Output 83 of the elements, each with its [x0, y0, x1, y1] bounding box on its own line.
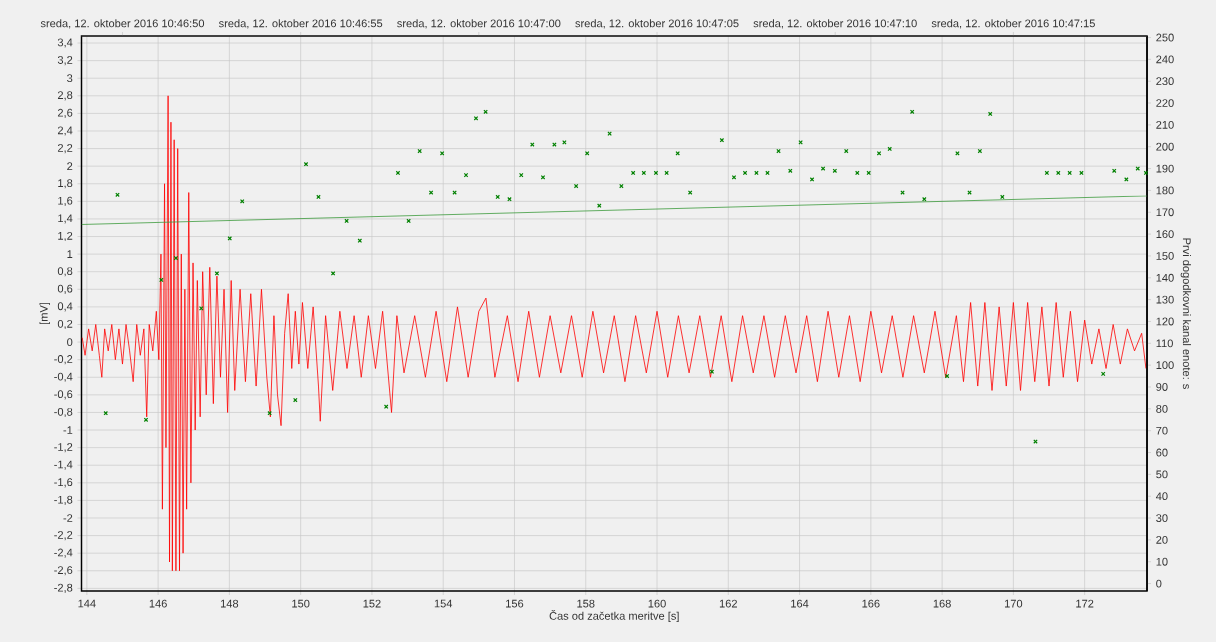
x-tick-label: 150 — [292, 599, 310, 608]
y-tick-label: 3,4 — [57, 38, 73, 48]
y2-tick-label: 200 — [1156, 142, 1174, 151]
y2-tick-label: 130 — [1156, 295, 1174, 304]
x-tick-label: 168 — [933, 599, 951, 608]
y-tick-label: -0,6 — [54, 390, 73, 400]
y2-tick-label: 190 — [1156, 164, 1174, 173]
x-tick-label: 164 — [791, 599, 809, 608]
y2-tick-label: 110 — [1156, 339, 1173, 348]
y2-tick-label: 40 — [1155, 492, 1168, 501]
x-tick-label: 144 — [78, 599, 96, 608]
y-tick-label: 0 — [67, 338, 73, 346]
y2-tick-label: 100 — [1156, 361, 1174, 370]
y-tick-label: -2,8 — [54, 583, 73, 593]
x-tick-label: 154 — [434, 599, 453, 608]
y2-tick-label: 70 — [1156, 426, 1168, 435]
y-tick-label: -2,2 — [54, 531, 73, 541]
y-tick-label: 0,6 — [57, 284, 73, 294]
x-tick-label: 156 — [506, 599, 524, 608]
y-tick-label: -1,8 — [54, 495, 73, 505]
x-tick-label: 166 — [862, 599, 880, 608]
y-tick-label: 1,6 — [58, 196, 73, 206]
x2-tick-label: sreda, 12. oktober 2016 10:46:50 — [40, 19, 205, 29]
y2-tick-label: 160 — [1156, 230, 1174, 239]
y-tick-label: 2,6 — [57, 108, 73, 118]
x-tick-label: 172 — [1076, 599, 1094, 608]
y-tick-label: -1,6 — [54, 478, 73, 488]
y2-tick-label: 80 — [1156, 404, 1168, 413]
y-tick-label: 1,4 — [58, 214, 73, 224]
x-tick-label: 158 — [577, 599, 595, 608]
x2-tick-label: sreda, 12. oktober 2016 10:46:55 — [218, 19, 383, 29]
y2-tick-label: 140 — [1156, 273, 1174, 282]
y-tick-label: -0,2 — [54, 355, 73, 365]
x-tick-label: 146 — [149, 599, 167, 608]
x-axis-title: Čas od začetka meritve [s] — [549, 610, 679, 623]
y2-tick-label: 50 — [1156, 470, 1168, 479]
x-tick-label: 152 — [363, 599, 381, 608]
y2-tick-label: 120 — [1156, 317, 1174, 326]
y-tick-label: 2,4 — [57, 126, 73, 136]
y-tick-label: -2 — [63, 514, 73, 522]
y2-tick-label: 90 — [1156, 383, 1168, 391]
y-tick-label: 0,4 — [57, 302, 73, 312]
y2-tick-label: 170 — [1156, 208, 1174, 217]
y2-tick-label: 220 — [1156, 99, 1174, 107]
y2-tick-label: 60 — [1156, 448, 1168, 457]
y-tick-label: 2 — [67, 162, 73, 171]
y2-axis-title: Prvi dogodkovni kanal enote: s — [1180, 238, 1191, 389]
y-tick-label: -1,4 — [54, 460, 73, 470]
line-series — [81, 95, 1147, 572]
y-tick-label: -2,4 — [54, 548, 73, 558]
y-tick-label: 2,2 — [57, 144, 73, 154]
x-tick-label: 170 — [1004, 599, 1023, 608]
y2-tick-label: 0 — [1156, 579, 1162, 588]
y-tick-label: 1,2 — [58, 231, 73, 242]
y-tick-label: 1 — [67, 250, 73, 258]
y-tick-label: -2,6 — [54, 566, 73, 576]
y-tick-label: 3,2 — [57, 56, 73, 66]
y-tick-label: 2,8 — [57, 91, 73, 101]
y-tick-label: -1 — [63, 426, 73, 434]
y2-tick-label: 180 — [1156, 186, 1174, 195]
x-tick-label: 160 — [648, 599, 666, 608]
y-tick-label: -0,4 — [54, 372, 73, 382]
y2-tick-label: 10 — [1156, 557, 1168, 566]
x2-tick-label: sreda, 12. oktober 2016 10:47:00 — [397, 19, 561, 29]
x2-tick-label: sreda, 12. oktober 2016 10:47:05 — [575, 19, 739, 29]
y-tick-label: 0,2 — [57, 319, 73, 330]
y2-tick-label: 230 — [1156, 77, 1174, 86]
y-axis-title: [mV] — [39, 302, 50, 325]
x2-tick-label: sreda, 12. oktober 2016 10:47:10 — [753, 19, 917, 29]
y2-tick-label: 30 — [1156, 514, 1168, 522]
x-tick-label: 148 — [220, 599, 239, 608]
y2-tick-label: 250 — [1156, 33, 1174, 42]
y-tick-label: 3 — [67, 74, 73, 83]
y2-tick-label: 20 — [1156, 535, 1168, 544]
y-tick-label: 0,8 — [57, 267, 73, 277]
y2-tick-label: 150 — [1156, 252, 1174, 260]
y-tick-label: -0,8 — [54, 407, 73, 418]
y2-tick-label: 210 — [1156, 120, 1174, 129]
y-tick-label: 1,8 — [58, 179, 73, 189]
x2-tick-label: sreda, 12. oktober 2016 10:47:15 — [931, 19, 1095, 29]
x-tick-label: 162 — [719, 599, 737, 608]
y2-tick-label: 240 — [1156, 55, 1174, 64]
y-tick-label: -1,2 — [54, 443, 73, 453]
